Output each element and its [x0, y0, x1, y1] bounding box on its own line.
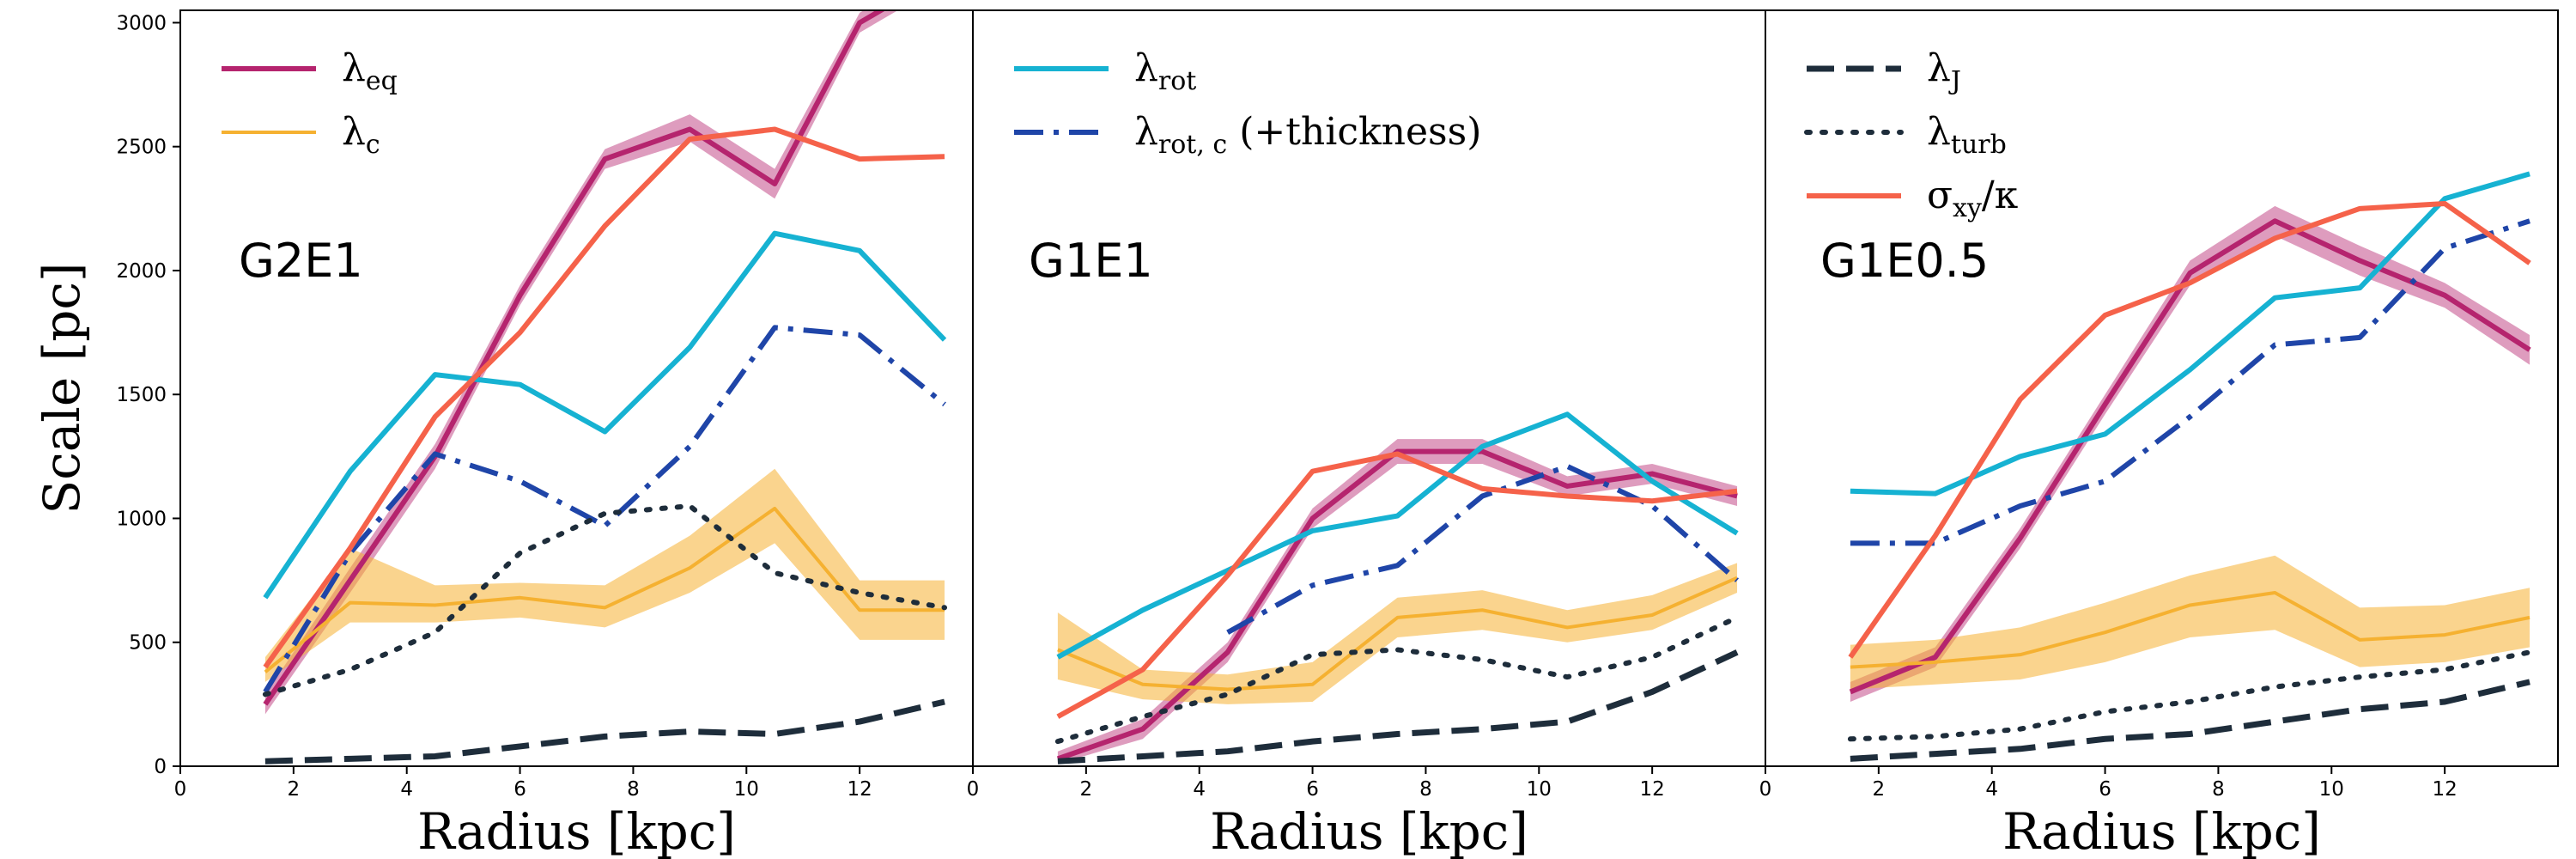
legend-label-base: λ — [1927, 110, 1951, 154]
panel-title-g2e1: G2E1 — [239, 234, 363, 288]
x-tick-label: 0 — [174, 778, 187, 801]
x-tick-label: 12 — [1640, 778, 1665, 801]
x-tick-label: 12 — [848, 778, 872, 801]
panel-title-g1e1: G1E1 — [1029, 234, 1153, 288]
legend-label-base: λ — [342, 110, 366, 154]
series-line-lam_J — [1850, 679, 2530, 762]
x-tick-label: 4 — [1985, 778, 1998, 801]
series-line-lam_turb — [1054, 614, 1741, 745]
series-line-lam_rot_c — [1850, 218, 2530, 546]
x-axis-label: Radius [kpc] — [1210, 802, 1528, 859]
band-lam_c — [1057, 563, 1738, 704]
series-line-sig_kappa — [1056, 451, 1738, 719]
series-line-lam_eq — [1849, 218, 2531, 695]
legend-label-sub: xy — [1953, 193, 1982, 223]
legend-label-lam_c: λc — [342, 110, 380, 160]
series-line-lam_eq — [263, 10, 886, 706]
x-tick-label: 6 — [513, 778, 526, 801]
series-line-lam_J — [264, 698, 945, 765]
x-tick-label: 12 — [2433, 778, 2458, 801]
x-tick-label: 8 — [1419, 778, 1432, 801]
x-tick-label: 10 — [1527, 778, 1552, 801]
x-tick-label: 8 — [627, 778, 640, 801]
series-line-lam_turb — [1847, 649, 2533, 742]
legend-label-extra: (+thickness) — [1227, 110, 1481, 154]
band-lam_eq — [1057, 439, 1738, 765]
plot-frame — [1765, 9, 2559, 767]
plot-area — [262, 10, 948, 765]
band-lam_c — [1850, 555, 2530, 690]
x-tick-label: 2 — [288, 778, 301, 801]
series-line-sig_kappa — [263, 126, 945, 669]
legend-label-sub: rot — [1158, 66, 1196, 96]
x-tick-label: 8 — [2212, 778, 2225, 801]
legend-label-sub: eq — [366, 66, 398, 96]
series-line-lam_c — [264, 506, 945, 673]
series-line-lam_rot_c — [263, 325, 946, 694]
series-line-lam_rot — [1056, 411, 1739, 660]
panel-title-g1e05: G1E0.5 — [1820, 234, 1989, 288]
legend-label-lam_J: λJ — [1927, 46, 1961, 96]
legend-label-sub: J — [1948, 66, 1961, 96]
series-line-lam_rot — [263, 230, 947, 600]
series-line-sig_kappa — [1848, 201, 2531, 659]
series-line-lam_turb — [262, 503, 948, 698]
x-tick-label: 0 — [1759, 778, 1772, 801]
x-tick-label: 10 — [734, 778, 759, 801]
legend-label-base: σ — [1927, 174, 1953, 217]
x-axis-label: Radius [kpc] — [2002, 802, 2321, 859]
legend-label-sig_kappa: σxy/κ — [1927, 174, 2018, 223]
y-tick-label: 0 — [154, 756, 167, 778]
x-tick-label: 0 — [967, 778, 980, 801]
legend-label-sub: turb — [1951, 130, 2007, 160]
legend-label-lam_rot_c: λrot, c (+thickness) — [1134, 110, 1481, 160]
series-line-lam_c — [1850, 591, 2530, 669]
legend-label-lam_turb: λturb — [1927, 110, 2007, 160]
x-tick-label: 6 — [2099, 778, 2111, 801]
series-line-lam_J — [1057, 649, 1739, 765]
legend-label-extra: /κ — [1982, 174, 2018, 217]
legend-label-base: λ — [1134, 110, 1158, 154]
y-tick-label: 2000 — [116, 260, 167, 283]
x-tick-label: 10 — [2319, 778, 2344, 801]
y-tick-label: 1000 — [116, 508, 167, 530]
legend-label-base: λ — [1927, 46, 1951, 90]
plot-area — [1847, 171, 2533, 762]
band-lam_c — [264, 468, 945, 682]
series-line-lam_rot — [1850, 171, 2530, 497]
y-axis-label: Scale [pc] — [33, 263, 91, 515]
y-tick-label: 1500 — [116, 384, 167, 406]
x-axis-label: Radius [kpc] — [417, 802, 736, 859]
x-tick-label: 4 — [400, 778, 413, 801]
legend-label-sub: rot, c — [1158, 130, 1227, 160]
band-lam_eq — [264, 10, 898, 715]
x-tick-label: 4 — [1193, 778, 1206, 801]
y-tick-label: 2500 — [116, 137, 167, 159]
x-tick-label: 2 — [1080, 778, 1093, 801]
legend-label-lam_rot: λrot — [1134, 46, 1196, 96]
y-tick-label: 500 — [129, 632, 167, 655]
x-tick-label: 6 — [1306, 778, 1319, 801]
legend-label-base: λ — [342, 46, 366, 90]
legend-label-lam_eq: λeq — [342, 46, 398, 96]
legend-label-sub: c — [366, 130, 380, 160]
panel-g2e1: 0 2 4 6 8 10 12 Radius [kpc] 0 500 1000 1500 2000 250… — [116, 9, 974, 859]
legend-label-base: λ — [1134, 46, 1158, 90]
x-tick-label: 2 — [1873, 778, 1886, 801]
series-line-lam_c — [1057, 576, 1738, 691]
plot-area — [1054, 411, 1741, 765]
y-tick-label: 3000 — [116, 12, 167, 34]
series-line-lam_rot_c — [1226, 463, 1740, 635]
